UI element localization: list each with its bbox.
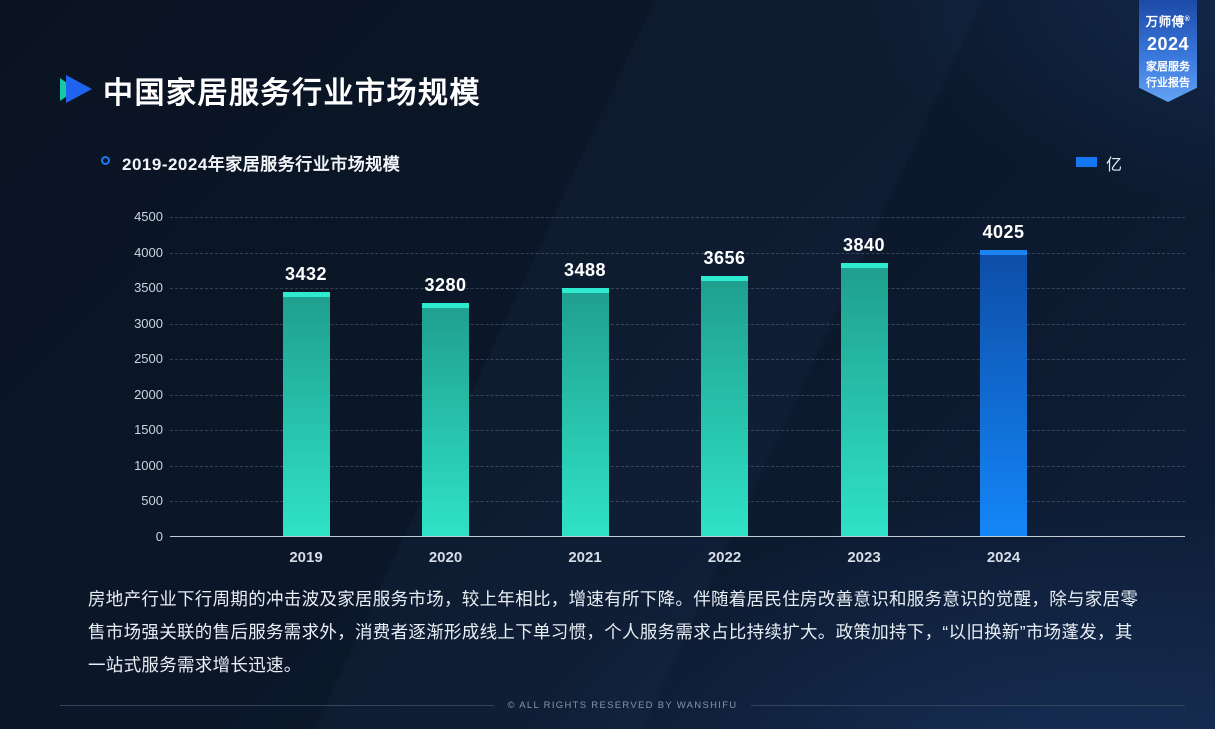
bar-cap xyxy=(422,303,469,308)
y-tick-label: 4000 xyxy=(134,244,163,260)
bar-value-label: 3488 xyxy=(563,260,607,280)
legend-swatch xyxy=(1076,157,1097,167)
gridline xyxy=(170,430,1185,432)
gridline xyxy=(170,323,1185,325)
gridline xyxy=(170,465,1185,467)
bar-chart-plot: 3432 2019 3280 2020 3488 2021 3656 2022 3840 2023… xyxy=(170,217,1185,566)
y-axis: 0 500 1000 1500 2000 2500 3000 3500 4000 4500 xyxy=(95,209,163,544)
y-tick-label: 3000 xyxy=(134,315,163,331)
x-tick-label: 2020 xyxy=(428,549,463,566)
bar-cap xyxy=(701,276,748,281)
bar-cap xyxy=(840,263,888,268)
y-tick-label: 3500 xyxy=(134,280,163,296)
brand-ribbon: 万师傅® 2024 家居服务 行业报告 xyxy=(1139,0,1197,102)
analysis-paragraph: 房地产行业下行周期的冲击波及家居服务市场，较上年相比，增速有所下降。伴随着居民住… xyxy=(88,589,1139,675)
bar-2020 xyxy=(422,303,469,536)
bar-2019 xyxy=(282,292,330,536)
bar-cap xyxy=(561,288,609,293)
x-tick-label: 2019 xyxy=(289,549,323,566)
brand-text: 万师傅 xyxy=(1145,15,1185,29)
page-title: 中国家居服务行业市场规模 xyxy=(103,77,481,110)
bar-2022 xyxy=(701,276,748,536)
gridline xyxy=(170,217,1185,218)
y-tick-label: 1500 xyxy=(134,422,163,438)
x-tick-label: 2021 xyxy=(568,549,602,566)
bar-2023 xyxy=(840,263,888,536)
y-tick-label: 500 xyxy=(141,493,163,509)
bar-2024 xyxy=(980,250,1027,536)
brand-name: 万师傅® xyxy=(1139,11,1197,30)
gridline xyxy=(170,394,1185,396)
x-tick-label: 2022 xyxy=(707,549,742,566)
registered-mark: ® xyxy=(1184,15,1191,23)
gridline xyxy=(170,288,1185,290)
gridline xyxy=(170,501,1185,503)
footer-divider-left xyxy=(60,705,494,706)
bar-cap xyxy=(980,250,1027,255)
x-tick-label: 2024 xyxy=(986,549,1021,566)
y-tick-label: 4500 xyxy=(134,209,163,224)
bar-cap xyxy=(282,292,330,297)
y-tick-label: 1000 xyxy=(134,457,163,473)
gridline xyxy=(170,359,1185,361)
x-tick-label: 2023 xyxy=(847,549,881,566)
bar-2021 xyxy=(561,288,609,536)
footer-divider-right xyxy=(751,705,1186,706)
report-type: 行业报告 xyxy=(1146,77,1190,89)
bar-value-label: 3840 xyxy=(842,235,886,255)
bar-value-label: 3656 xyxy=(703,248,746,268)
bar-value-label: 3280 xyxy=(424,275,467,295)
report-year: 2024 xyxy=(1146,34,1190,54)
copyright-text: © ALL RIGHTS RESERVED BY WANSHIFU xyxy=(507,700,738,711)
y-tick-label: 2500 xyxy=(134,351,163,367)
legend-label: 亿 xyxy=(1106,157,1123,174)
bar-value-label: 3432 xyxy=(284,264,328,284)
bar-value-label: 4025 xyxy=(982,222,1025,242)
gridline xyxy=(170,252,1185,254)
bullet-ring-icon xyxy=(101,156,110,165)
chart-title: 2019-2024年家居服务行业市场规模 xyxy=(122,155,401,174)
footer: © ALL RIGHTS RESERVED BY WANSHIFU xyxy=(60,700,1186,711)
report-subject: 家居服务 xyxy=(1146,61,1190,73)
y-tick-label: 2000 xyxy=(134,386,163,402)
play-triangle-blue-icon xyxy=(66,75,92,103)
y-tick-label: 0 xyxy=(155,529,163,544)
